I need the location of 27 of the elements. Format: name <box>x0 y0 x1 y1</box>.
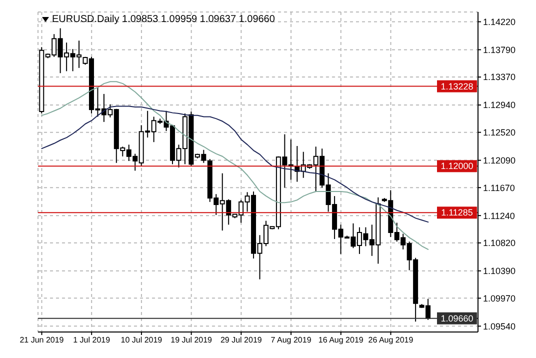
ref-line-label: 1.11285 <box>441 208 473 218</box>
y-tick-label: 1.11240 <box>483 210 515 221</box>
x-tick-label: 29 Jul 2019 <box>220 336 262 345</box>
line-series <box>41 106 429 223</box>
y-tick-label: 1.14220 <box>483 16 516 27</box>
x-tick-label: 16 Aug 2019 <box>318 336 364 345</box>
ref-line-label: 1.13228 <box>440 81 474 92</box>
y-tick-label: 1.13370 <box>483 72 516 82</box>
y-tick-label: 1.12940 <box>483 100 516 110</box>
x-tick-label: 26 Aug 2019 <box>368 336 414 345</box>
x-tick-label: 19 Jul 2019 <box>170 336 213 345</box>
y-tick-label: 1.09970 <box>483 293 516 304</box>
y-tick-label: 1.12090 <box>483 155 516 166</box>
y-tick-label: 1.10390 <box>483 266 516 276</box>
y-tick-label: 1.09540 <box>483 321 516 332</box>
y-tick-label: 1.11670 <box>483 182 515 193</box>
x-tick-label: 10 Jul 2019 <box>120 336 163 345</box>
ref-line-label: 1.09660 <box>440 313 474 324</box>
x-tick-label: 7 Aug 2019 <box>270 336 312 345</box>
x-tick-label: 21 Jun 2019 <box>20 336 64 345</box>
x-tick-label: 1 Jul 2019 <box>73 336 111 345</box>
y-tick-label: 1.12520 <box>483 128 516 138</box>
ref-line-label: 1.12000 <box>440 161 474 172</box>
line-series <box>41 81 429 250</box>
y-tick-label: 1.10820 <box>483 238 516 248</box>
y-tick-label: 1.13790 <box>483 44 516 55</box>
chart-title: EURUSD.Daily 1.09853 1.09959 1.09637 1.09660 <box>52 14 275 25</box>
